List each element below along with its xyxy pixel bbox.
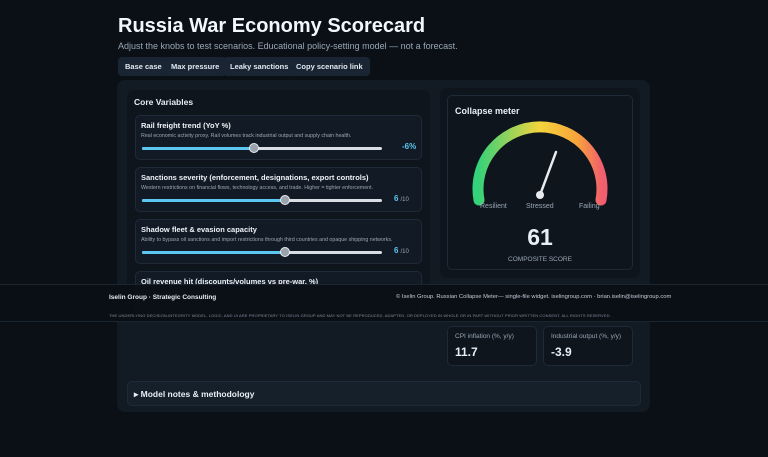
variable-description: Western restrictions on financial flows,… <box>141 185 374 191</box>
variable-description: Real economic activity proxy. Rail volum… <box>141 133 352 139</box>
heading: Collapse meter <box>455 106 520 116</box>
variable-description: Ability to bypass oil sanctions and impo… <box>141 237 393 243</box>
title: Russia War Economy Scorecard <box>118 15 426 37</box>
heading: Core Variables <box>134 97 194 107</box>
variable-title: Sanctions severity (enforcement, designa… <box>141 173 369 182</box>
button[interactable]: Copy scenario link <box>289 57 370 76</box>
slider[interactable] <box>142 247 382 257</box>
footer-bar: Iselin Group · Strategic Consulting © Is… <box>0 284 768 322</box>
slider[interactable] <box>142 143 382 153</box>
slider-fill <box>142 199 285 202</box>
needle-hub <box>536 191 544 199</box>
button[interactable]: Leaky sanctions <box>223 57 296 76</box>
slider-fill <box>142 251 285 254</box>
copyright: © Iselin Group. Russian Collapse Meter— … <box>396 294 672 300</box>
metric-label: CPI inflation (%, y/y) <box>455 333 514 340</box>
metric-card: CPI inflation (%, y/y) 11.7 <box>447 326 537 366</box>
unit: /10 <box>400 197 409 203</box>
slider[interactable] <box>142 195 382 205</box>
needle <box>538 150 558 197</box>
gauge-arc <box>472 121 608 206</box>
score-label: COMPOSITE SCORE <box>508 256 572 263</box>
variable-card: Rail freight trend (YoY %) Real economic… <box>135 115 422 160</box>
slider-fill <box>142 147 254 150</box>
variable-card: Sanctions severity (enforcement, designa… <box>135 167 422 212</box>
variable-value: 6/10 <box>394 194 409 203</box>
slider-thumb[interactable] <box>249 143 259 153</box>
gauge <box>472 121 608 206</box>
subtitle: Adjust the knobs to test scenarios. Educ… <box>118 41 458 51</box>
value: 6 <box>394 194 399 203</box>
score: 61 <box>527 224 553 250</box>
slider-thumb[interactable] <box>280 247 290 257</box>
gauge-label: Stressed <box>526 203 554 210</box>
notes-toggle[interactable]: ▸ Model notes & methodology <box>127 381 641 406</box>
button[interactable]: Max pressure <box>164 57 227 76</box>
meter-card <box>447 95 633 270</box>
disclaimer: The underlying decision-integrity model,… <box>109 313 611 318</box>
metric-label: Industrial output (%, y/y) <box>551 333 622 340</box>
gauge-label: Failing <box>579 203 600 210</box>
metric-value: 11.7 <box>455 345 478 359</box>
metric-card: Industrial output (%, y/y) -3.9 <box>543 326 633 366</box>
button[interactable]: Base case <box>118 57 169 76</box>
brand: Iselin Group · Strategic Consulting <box>109 294 217 301</box>
variable-value: -6% <box>402 142 416 151</box>
gauge-label: Resilient <box>480 203 507 210</box>
slider-thumb[interactable] <box>280 195 290 205</box>
unit: /10 <box>400 249 409 255</box>
variable-title: Oil revenue hit (discounts/volumes vs pr… <box>141 277 319 286</box>
variable-title: Shadow fleet & evasion capacity <box>141 225 257 234</box>
value: 6 <box>394 246 399 255</box>
variable-card: Shadow fleet & evasion capacity Ability … <box>135 219 422 264</box>
variable-value: 6/10 <box>394 246 409 255</box>
variable-title: Rail freight trend (YoY %) <box>141 121 231 130</box>
notes-title: ▸ Model notes & methodology <box>134 389 255 399</box>
metric-value: -3.9 <box>551 345 572 359</box>
value: -6% <box>402 142 417 151</box>
